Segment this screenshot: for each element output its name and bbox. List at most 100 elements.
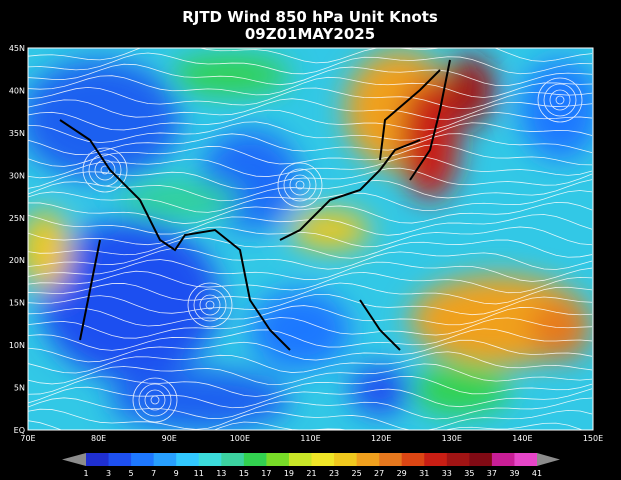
colorbar-box bbox=[266, 453, 290, 466]
colorbar-label: 23 bbox=[329, 469, 339, 478]
colorbar-box bbox=[469, 453, 493, 466]
streamline bbox=[28, 282, 593, 305]
lon-label: 120E bbox=[371, 434, 391, 443]
streamlines bbox=[28, 48, 593, 430]
streamline bbox=[28, 167, 593, 190]
streamline bbox=[28, 259, 593, 282]
eddy bbox=[205, 300, 215, 310]
colorbar-label: 27 bbox=[374, 469, 384, 478]
colorbar-label: 7 bbox=[151, 469, 156, 478]
lon-label: 110E bbox=[300, 434, 320, 443]
colorbar-label: 29 bbox=[397, 469, 407, 478]
streamline bbox=[28, 305, 593, 327]
colorbar-box bbox=[108, 453, 132, 466]
streamline bbox=[28, 190, 593, 213]
streamline bbox=[28, 133, 593, 155]
coastlines bbox=[59, 59, 451, 351]
colorbar-label: 33 bbox=[442, 469, 452, 478]
lon-label: 140E bbox=[512, 434, 532, 443]
streamline bbox=[28, 397, 593, 420]
colorbar-label: 25 bbox=[352, 469, 362, 478]
lat-label: 25N bbox=[9, 214, 25, 223]
eddy bbox=[277, 162, 323, 208]
streamline bbox=[28, 339, 593, 363]
colorbar-box bbox=[379, 453, 403, 466]
colorbar-label: 1 bbox=[83, 469, 88, 478]
lon-label: 100E bbox=[230, 434, 250, 443]
colorbar-box bbox=[288, 453, 312, 466]
wind-field bbox=[28, 48, 593, 430]
streamline bbox=[28, 63, 593, 86]
lat-label: 15N bbox=[9, 299, 25, 308]
colorbar-label: 21 bbox=[306, 469, 316, 478]
eddy bbox=[144, 389, 166, 411]
colorbar-box bbox=[356, 453, 380, 466]
colorbar-label: 31 bbox=[419, 469, 429, 478]
colorbar-low-triangle bbox=[62, 453, 86, 466]
colorbar-box bbox=[311, 453, 335, 466]
streamline bbox=[28, 179, 593, 202]
lon-label: 80E bbox=[91, 434, 106, 443]
eddy bbox=[132, 377, 178, 423]
colorbar-high-triangle bbox=[537, 453, 560, 466]
lon-label: 150E bbox=[583, 434, 603, 443]
lon-label: 90E bbox=[162, 434, 177, 443]
lon-label: 70E bbox=[20, 434, 35, 443]
eddy bbox=[283, 168, 317, 202]
colorbar-box bbox=[176, 453, 200, 466]
title: RJTD Wind 850 hPa Unit Knots bbox=[182, 8, 438, 26]
streamline bbox=[28, 109, 593, 131]
colorbar-label: 15 bbox=[239, 469, 249, 478]
colorbar-box bbox=[491, 453, 515, 466]
colorbar-label: 3 bbox=[106, 469, 111, 478]
streamline bbox=[28, 237, 593, 259]
eddy bbox=[88, 153, 122, 187]
eddy bbox=[193, 288, 227, 322]
streamline bbox=[28, 376, 593, 397]
lat-label: 40N bbox=[9, 86, 25, 95]
colorbar-label: 37 bbox=[487, 469, 497, 478]
lon-label: 130E bbox=[442, 434, 462, 443]
colorbar-label: 35 bbox=[464, 469, 474, 478]
streamline bbox=[28, 270, 593, 294]
streamline bbox=[28, 214, 593, 236]
subtitle: 09Z01MAY2025 bbox=[245, 25, 375, 43]
streamline bbox=[28, 363, 593, 385]
eddy bbox=[138, 383, 172, 417]
eddy bbox=[150, 395, 160, 405]
colorbar-label: 13 bbox=[216, 469, 226, 478]
colorbar-box bbox=[424, 453, 448, 466]
streamline bbox=[28, 52, 593, 75]
colorbar-label: 19 bbox=[284, 469, 294, 478]
colorbar-box bbox=[514, 453, 538, 466]
eddy bbox=[537, 77, 583, 123]
eddy bbox=[555, 95, 565, 105]
lat-label: 10N bbox=[9, 341, 25, 350]
streamline bbox=[28, 98, 593, 120]
streamline bbox=[28, 75, 593, 98]
eddy bbox=[94, 159, 116, 181]
eddy bbox=[199, 294, 221, 316]
eddy bbox=[289, 174, 311, 196]
streamline bbox=[28, 317, 593, 339]
colorbar-box bbox=[131, 453, 155, 466]
colorbar: 1 3 5 7 9 11 13 15 17 19 21 23 25 27 29 31 33 35 37 39 41 bbox=[62, 453, 560, 478]
colorbar-label: 5 bbox=[129, 469, 134, 478]
lat-label: 45N bbox=[9, 44, 25, 53]
streamline bbox=[28, 144, 593, 167]
colorbar-label: 9 bbox=[174, 469, 179, 478]
colorbar-box bbox=[243, 453, 267, 466]
colorbar-label: 17 bbox=[261, 469, 271, 478]
lat-label: 5N bbox=[14, 384, 25, 393]
colorbar-box bbox=[401, 453, 425, 466]
streamline bbox=[28, 202, 593, 224]
eddy bbox=[549, 89, 571, 111]
colorbar-label: 11 bbox=[194, 469, 204, 478]
eddy bbox=[82, 147, 128, 193]
lat-label: 35N bbox=[9, 129, 25, 138]
colorbar-label: 39 bbox=[509, 469, 519, 478]
colorbar-box bbox=[198, 453, 222, 466]
lat-label: 30N bbox=[9, 171, 25, 180]
